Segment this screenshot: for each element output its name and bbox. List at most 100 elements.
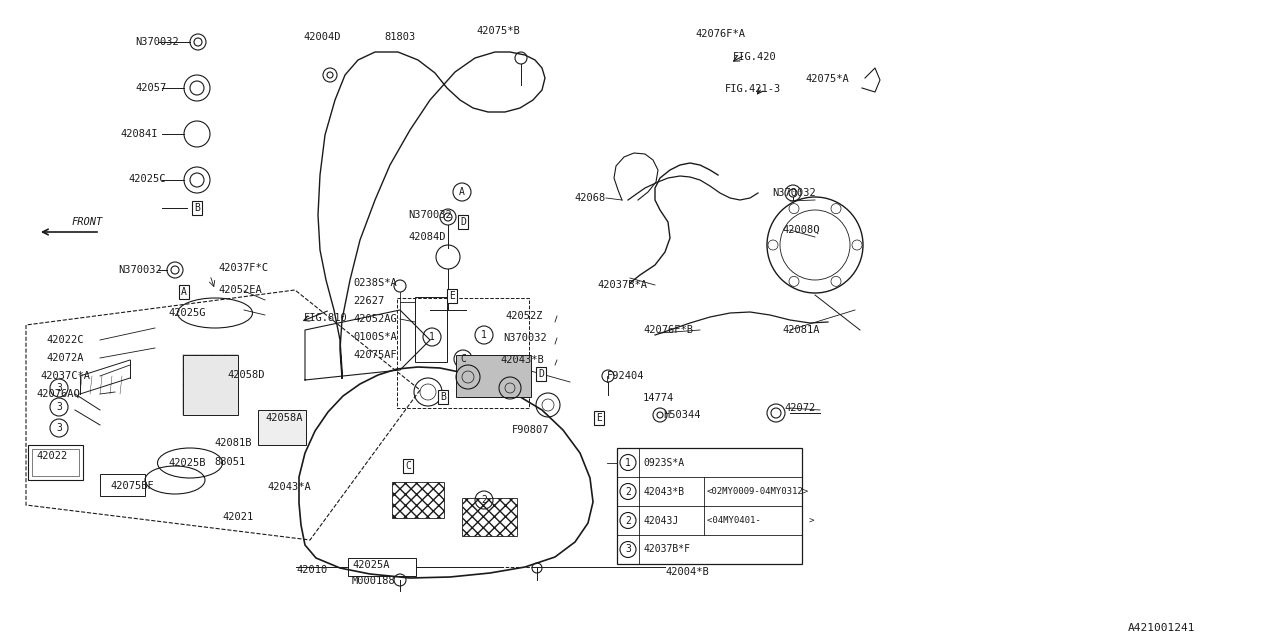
Text: <02MY0009-04MY0312>: <02MY0009-04MY0312> — [707, 487, 809, 496]
Text: 1: 1 — [481, 330, 486, 340]
Text: B: B — [195, 203, 200, 213]
Text: FIG.420: FIG.420 — [733, 52, 777, 62]
Text: 42022C: 42022C — [46, 335, 83, 345]
Text: 42075*A: 42075*A — [805, 74, 849, 84]
Bar — [259, 410, 306, 445]
Circle shape — [788, 276, 799, 286]
Text: C: C — [460, 354, 466, 364]
Bar — [392, 482, 444, 518]
Text: N370032: N370032 — [118, 265, 161, 275]
Text: 3: 3 — [56, 423, 61, 433]
Circle shape — [831, 276, 841, 286]
Text: N370032: N370032 — [503, 333, 547, 343]
Text: 42076F*A: 42076F*A — [695, 29, 745, 39]
Text: 42081B: 42081B — [214, 438, 251, 448]
Text: B: B — [440, 392, 445, 402]
Text: 42025A: 42025A — [352, 560, 389, 570]
Text: A: A — [460, 187, 465, 197]
Text: 2: 2 — [625, 515, 631, 525]
Text: A421001241: A421001241 — [1128, 623, 1196, 633]
Circle shape — [831, 204, 841, 214]
Text: 42075AF: 42075AF — [353, 350, 397, 360]
Text: 42043*B: 42043*B — [643, 486, 684, 497]
Text: N370032: N370032 — [772, 188, 815, 198]
Text: 0238S*A: 0238S*A — [353, 278, 397, 288]
Text: 42004D: 42004D — [303, 32, 340, 42]
Text: 42037F*C: 42037F*C — [218, 263, 268, 273]
Text: 0100S*A: 0100S*A — [353, 332, 397, 342]
Text: 42022: 42022 — [36, 451, 68, 461]
Text: 3: 3 — [56, 402, 61, 412]
Text: 81803: 81803 — [384, 32, 415, 42]
Text: D: D — [460, 217, 466, 227]
Text: FIG.810: FIG.810 — [305, 313, 348, 323]
Text: 2: 2 — [481, 495, 486, 505]
Text: C: C — [404, 461, 411, 471]
Text: 42076F*B: 42076F*B — [643, 325, 692, 335]
Text: H50344: H50344 — [663, 410, 700, 420]
Circle shape — [852, 240, 861, 250]
Bar — [348, 558, 416, 576]
Text: 1: 1 — [429, 332, 435, 342]
Text: 42025B: 42025B — [168, 458, 206, 468]
Text: 42025C: 42025C — [128, 174, 165, 184]
Text: F90807: F90807 — [512, 425, 549, 435]
Bar — [28, 445, 83, 480]
Circle shape — [788, 204, 799, 214]
Bar — [32, 449, 79, 476]
Text: 3: 3 — [56, 383, 61, 393]
Circle shape — [768, 240, 778, 250]
Text: FIG.421-3: FIG.421-3 — [724, 84, 781, 94]
Text: 42043*B: 42043*B — [500, 355, 544, 365]
Text: 42043*A: 42043*A — [268, 482, 311, 492]
Bar — [183, 355, 238, 415]
Text: <04MY0401-         >: <04MY0401- > — [707, 516, 814, 525]
Text: 42072: 42072 — [785, 403, 815, 413]
Text: 42075BF: 42075BF — [110, 481, 154, 491]
Text: 42058A: 42058A — [265, 413, 302, 423]
Text: A: A — [180, 287, 187, 297]
Text: 42084D: 42084D — [408, 232, 445, 242]
Text: FRONT: FRONT — [72, 217, 104, 227]
Text: 3: 3 — [625, 545, 631, 554]
Text: 42081A: 42081A — [782, 325, 819, 335]
Text: 42052EA: 42052EA — [218, 285, 261, 295]
Text: 42004*B: 42004*B — [666, 567, 709, 577]
Bar — [617, 448, 803, 564]
Bar — [462, 498, 517, 536]
Text: 42052AG: 42052AG — [353, 314, 397, 324]
Text: 42021: 42021 — [221, 512, 253, 522]
Text: 14774: 14774 — [643, 393, 675, 403]
Text: 2: 2 — [625, 486, 631, 497]
Bar — [397, 298, 529, 408]
Text: 42037B*F: 42037B*F — [643, 545, 690, 554]
Text: M000188: M000188 — [352, 576, 396, 586]
Text: 42010: 42010 — [296, 565, 328, 575]
Text: 0923S*A: 0923S*A — [643, 458, 684, 467]
Text: 42008Q: 42008Q — [782, 225, 819, 235]
Text: N370032: N370032 — [134, 37, 179, 47]
Bar — [100, 474, 145, 496]
Text: 42075*B: 42075*B — [476, 26, 520, 36]
Text: 42084I: 42084I — [120, 129, 157, 139]
Text: N370032: N370032 — [408, 210, 452, 220]
Text: 42043J: 42043J — [643, 515, 678, 525]
Text: 42037B*A: 42037B*A — [596, 280, 646, 290]
Text: 42025G: 42025G — [168, 308, 206, 318]
Text: 42068: 42068 — [573, 193, 605, 203]
Text: D: D — [538, 369, 544, 379]
Text: 42076AQ: 42076AQ — [36, 389, 79, 399]
Text: 1: 1 — [625, 458, 631, 467]
Bar — [415, 297, 447, 362]
Bar — [456, 355, 531, 397]
Text: 42057: 42057 — [134, 83, 166, 93]
Text: 42052Z: 42052Z — [506, 311, 543, 321]
Text: 42058D: 42058D — [227, 370, 265, 380]
Text: E: E — [596, 413, 602, 423]
Text: 22627: 22627 — [353, 296, 384, 306]
Text: 88051: 88051 — [214, 457, 246, 467]
Text: E: E — [449, 291, 454, 301]
Text: F92404: F92404 — [607, 371, 645, 381]
Text: 42072A: 42072A — [46, 353, 83, 363]
Text: 42037C*A: 42037C*A — [40, 371, 90, 381]
